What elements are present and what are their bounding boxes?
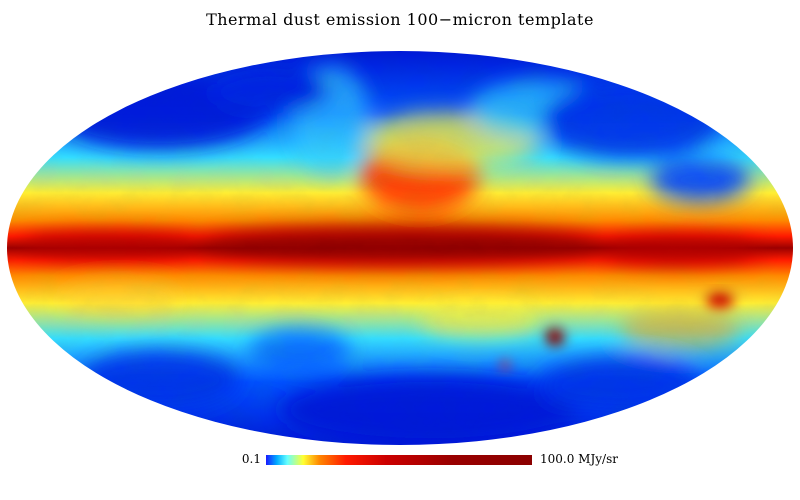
map-disk [7, 51, 793, 445]
colorbar-min-label: 0.1 [241, 452, 261, 466]
map-title: Thermal dust emission 100−micron templat… [206, 10, 594, 29]
colorbar [266, 455, 532, 465]
colorbar-max-label: 100.0 MJy/sr [540, 452, 618, 466]
